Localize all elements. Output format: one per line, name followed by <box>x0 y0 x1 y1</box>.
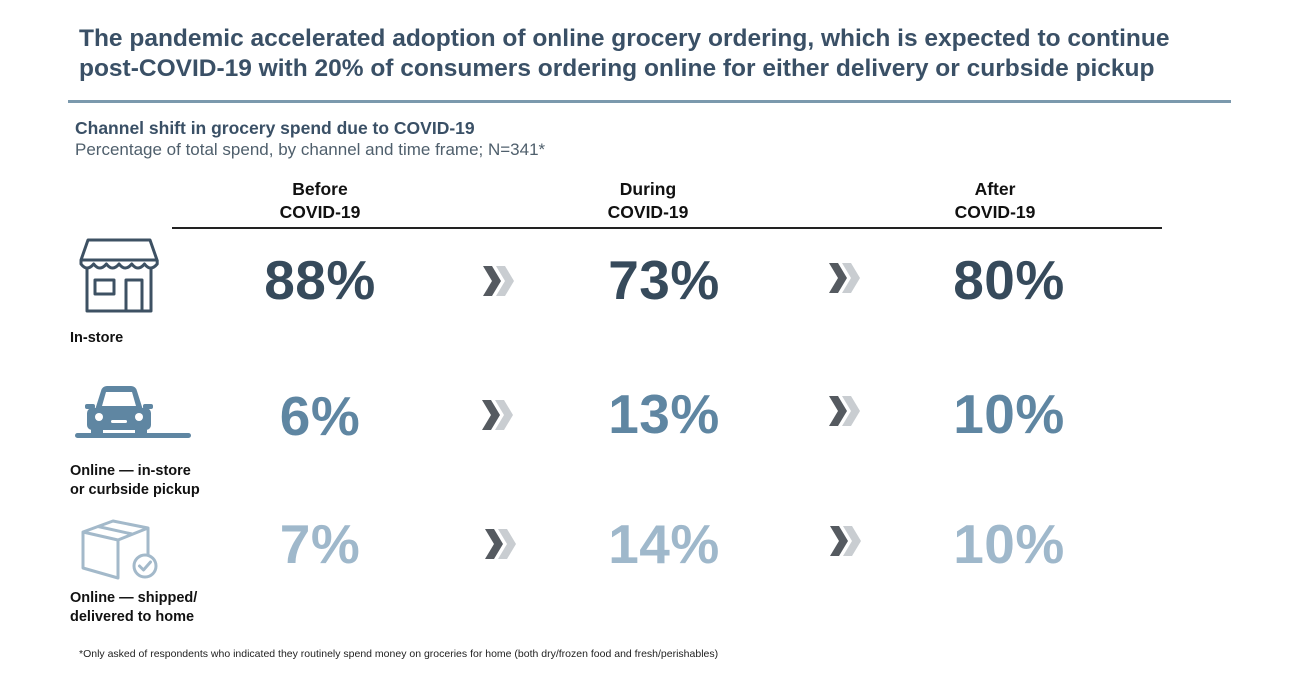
value-curbside-during: 13% <box>608 383 720 445</box>
footnote: *Only asked of respondents who indicated… <box>79 648 719 660</box>
column-header-before-line2: COVID-19 <box>279 202 361 222</box>
car-icon <box>75 385 191 438</box>
page-headline: The pandemic accelerated adoption of onl… <box>79 24 1239 84</box>
column-header-before: Before COVID-19 <box>220 178 420 224</box>
column-header-during: During COVID-19 <box>548 178 748 224</box>
value-curbside-after: 10% <box>953 383 1065 445</box>
headline-line-1: The pandemic accelerated adoption of onl… <box>79 25 1170 52</box>
row-label-delivered-line1: Online — shipped/ <box>70 590 198 606</box>
chevron-right-icon <box>483 266 514 296</box>
chevron-right-icon <box>830 526 861 556</box>
column-header-after-line2: COVID-19 <box>954 202 1036 222</box>
row-label-in-store-line1: In-store <box>70 330 124 346</box>
value-in-store-after: 80% <box>953 249 1065 311</box>
storefront-icon <box>79 238 159 313</box>
column-header-after-line1: After <box>974 179 1016 199</box>
column-header-after: After COVID-19 <box>895 178 1095 224</box>
column-header-during-line1: During <box>619 179 677 199</box>
value-delivered-after: 10% <box>953 513 1065 575</box>
chart-title: Channel shift in grocery spend due to CO… <box>75 118 475 138</box>
column-header-before-line1: Before <box>292 179 348 199</box>
row-label-curbside-line2: or curbside pickup <box>70 482 200 498</box>
package-check-icon <box>81 519 158 580</box>
headline-line-2: post-COVID-19 with 20% of consumers orde… <box>79 55 1155 82</box>
value-delivered-before: 7% <box>279 513 361 575</box>
value-in-store-during: 73% <box>608 249 720 311</box>
column-header-divider <box>172 227 1162 229</box>
column-header-during-line2: COVID-19 <box>607 202 689 222</box>
chevron-right-icon <box>485 529 516 559</box>
value-delivered-during: 14% <box>608 513 720 575</box>
value-curbside-before: 6% <box>279 385 361 447</box>
value-in-store-before: 88% <box>264 249 376 311</box>
chevron-right-icon <box>482 400 513 430</box>
row-label-curbside-line1: Online — in-store <box>70 463 191 479</box>
chart-subtitle: Percentage of total spend, by channel an… <box>75 140 546 159</box>
chevron-right-icon <box>829 396 860 426</box>
chevron-right-icon <box>829 263 860 293</box>
row-label-delivered-line2: delivered to home <box>70 609 195 625</box>
row-label-delivered: Online — shipped/ delivered to home <box>70 589 197 627</box>
headline-divider <box>68 100 1231 103</box>
row-label-in-store: In-store <box>70 329 123 348</box>
row-label-curbside: Online — in-store or curbside pickup <box>70 462 200 500</box>
